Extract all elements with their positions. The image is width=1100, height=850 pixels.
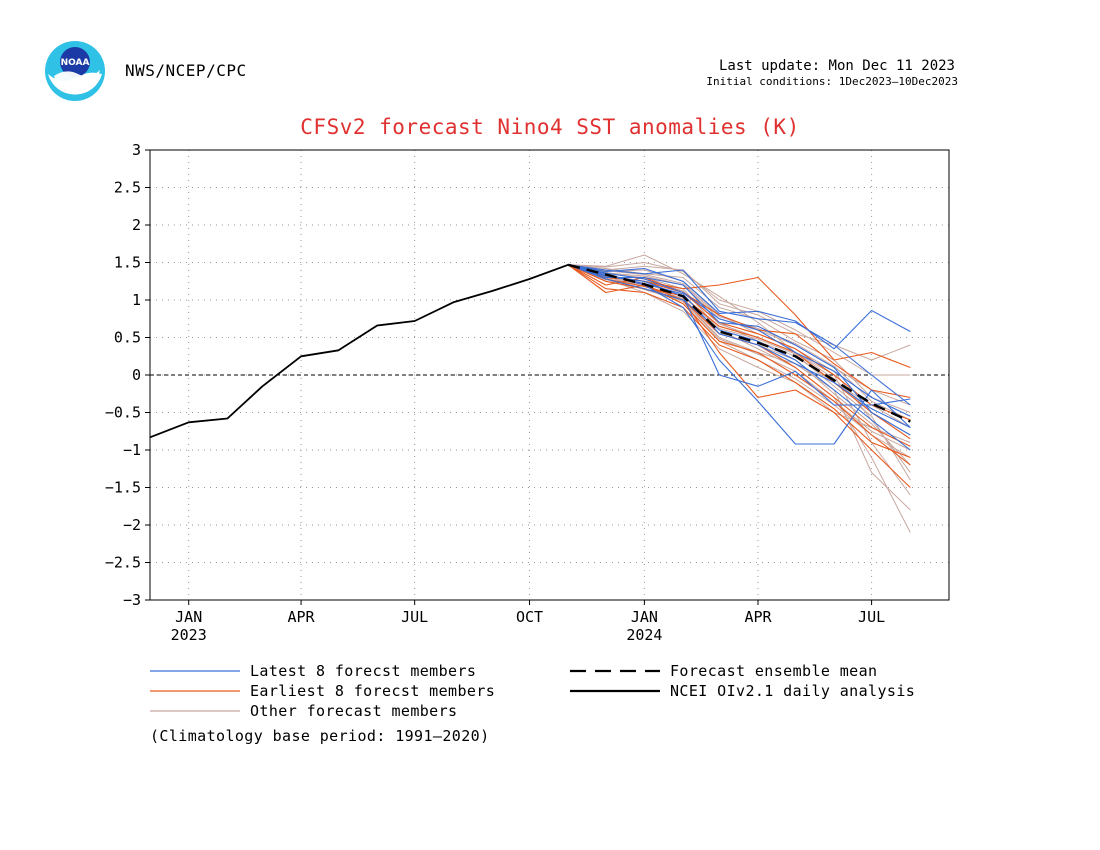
grid-layer	[150, 150, 949, 600]
x-tick-year-label: 2023	[171, 626, 207, 644]
y-tick-label: −1.5	[105, 479, 141, 497]
latest-8-forecst-members-line	[568, 264, 911, 451]
x-tick-label: JUL	[858, 608, 885, 626]
y-tick-label: 2.5	[114, 179, 141, 197]
legend-label: Latest 8 forecst members	[250, 662, 476, 680]
other-forecast-members-line	[568, 264, 911, 413]
y-tick-label: −3	[123, 591, 141, 609]
y-tick-label: 0	[132, 366, 141, 384]
chart-title: CFSv2 forecast Nino4 SST anomalies (K)	[300, 115, 800, 139]
other-forecast-members-line	[568, 264, 911, 443]
y-tick-label: 0.5	[114, 329, 141, 347]
logo-text: NOAA	[61, 58, 90, 68]
x-tick-label: JAN	[631, 608, 658, 626]
legend-label: NCEI OIv2.1 daily analysis	[670, 682, 915, 700]
y-tick-label: 2	[132, 216, 141, 234]
other-forecast-members-line	[568, 264, 911, 481]
other-forecast-members-line	[568, 264, 911, 361]
x-tick-year-label: 2024	[626, 626, 662, 644]
legend-label: Forecast ensemble mean	[670, 662, 877, 680]
legend-label: Other forecast members	[250, 702, 457, 720]
x-tick-label: OCT	[516, 608, 543, 626]
x-tick-label: APR	[744, 608, 772, 626]
ncei-oiv2-1-daily-analysis-line	[149, 263, 569, 439]
earliest-8-forecst-members-line	[568, 264, 911, 440]
y-tick-label: −1	[123, 441, 141, 459]
other-forecast-members-line	[568, 264, 911, 533]
y-tick-label: 3	[132, 141, 141, 159]
y-tick-label: −0.5	[105, 404, 141, 422]
earliest-8-forecst-members-line	[567, 264, 911, 399]
legend-label: Earliest 8 forecst members	[250, 682, 495, 700]
other-forecast-members-line	[568, 262, 911, 376]
latest-8-forecst-members-line	[568, 264, 911, 417]
legend: Latest 8 forecst members Earliest 8 forec…	[150, 662, 915, 720]
axis-layer: −3−2.5−2−1.5−1−0.500.511.522.53JAN2023AP…	[105, 141, 885, 644]
series-layer	[149, 254, 911, 533]
other-forecast-members-line	[567, 264, 911, 511]
earliest-8-forecst-members-line	[567, 264, 911, 488]
last-update-label: Last update: Mon Dec 11 2023	[718, 58, 955, 74]
other-forecast-members-line	[568, 264, 911, 473]
latest-8-forecst-members-line	[568, 264, 911, 406]
forecast-ensemble-mean-line	[567, 263, 911, 423]
other-forecast-members-line	[568, 264, 911, 458]
x-tick-label: APR	[288, 608, 316, 626]
y-tick-label: 1	[132, 291, 141, 309]
noaa-logo-icon: NOAA	[45, 41, 105, 101]
x-tick-label: JUL	[401, 608, 428, 626]
climatology-note: (Climatology base period: 1991—2020)	[150, 727, 490, 745]
earliest-8-forecst-members-line	[567, 264, 911, 459]
initial-conditions-label: Initial conditions: 1Dec2023–10Dec2023	[706, 75, 958, 88]
latest-8-forecst-members-line	[568, 264, 911, 406]
latest-8-forecst-members-line	[568, 264, 911, 350]
agency-label: NWS/NCEP/CPC	[125, 61, 247, 80]
other-forecast-members-line	[568, 264, 911, 406]
x-tick-label: JAN	[175, 608, 202, 626]
plot-frame	[149, 149, 950, 601]
y-tick-label: −2.5	[105, 554, 141, 572]
y-tick-label: −2	[123, 516, 141, 534]
y-tick-label: 1.5	[114, 254, 141, 272]
